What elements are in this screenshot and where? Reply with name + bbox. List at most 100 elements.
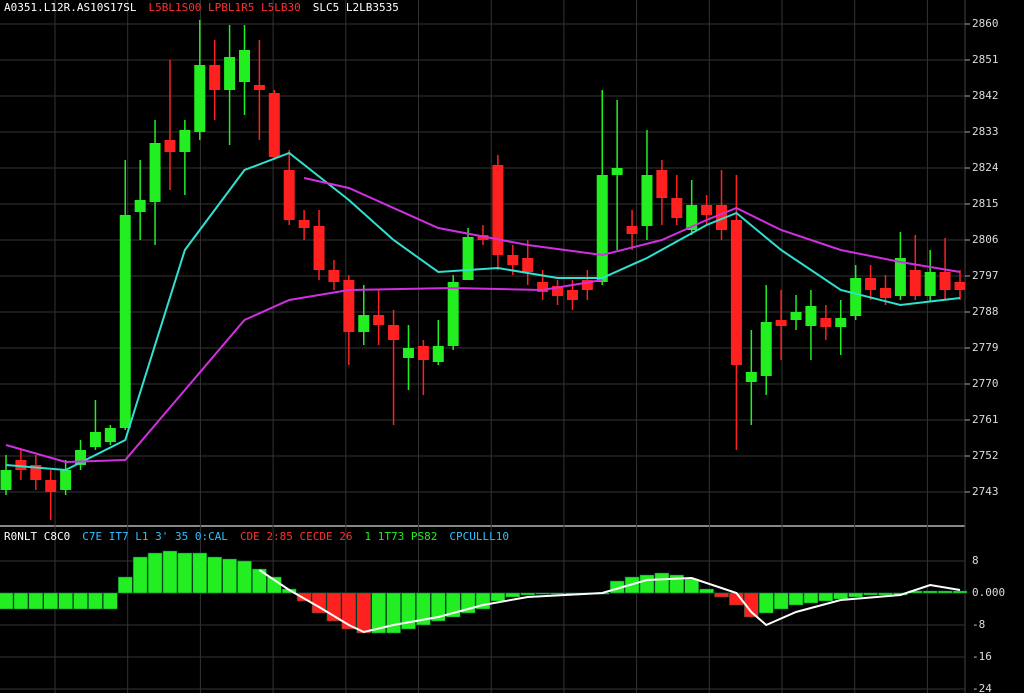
candle-body xyxy=(89,432,101,447)
histogram-bar xyxy=(401,592,416,630)
candle-body xyxy=(671,198,683,218)
header-text: C7E IT7 L1 3' 35 0:CAL xyxy=(82,530,228,543)
moving-average xyxy=(5,151,961,472)
histogram-bar xyxy=(207,556,222,594)
y-tick-label: 0.000 xyxy=(972,586,1005,599)
candle-body xyxy=(194,65,206,132)
candle-body xyxy=(75,450,87,465)
y-tick-label: -16 xyxy=(972,650,992,663)
candle-body xyxy=(537,282,549,292)
histogram-bar xyxy=(818,592,834,602)
candle-body xyxy=(730,220,742,365)
candle-body xyxy=(865,278,877,290)
y-tick-label: 2851 xyxy=(972,53,999,66)
candle-body xyxy=(134,200,146,212)
candle-body xyxy=(552,286,564,296)
candle-body xyxy=(283,170,295,220)
candle-body xyxy=(924,272,936,296)
y-tick-label: 8 xyxy=(972,554,979,567)
candle-body xyxy=(790,312,802,320)
histogram-bar xyxy=(118,576,133,594)
histogram-bar xyxy=(13,592,29,610)
histogram-bar xyxy=(88,592,103,610)
y-tick-label: 2770 xyxy=(972,377,999,390)
candle-body xyxy=(15,460,27,470)
candle-body xyxy=(492,165,504,255)
histogram-bar xyxy=(758,592,774,614)
candle-body xyxy=(119,215,131,428)
histogram-bar xyxy=(43,592,58,610)
histogram-bar xyxy=(520,592,535,596)
candle-body xyxy=(373,315,385,325)
histogram-bar xyxy=(356,592,371,634)
candle-body xyxy=(701,205,713,215)
candle-body xyxy=(388,325,400,340)
y-tick-label: 2806 xyxy=(972,233,999,246)
histogram-bar xyxy=(535,592,550,595)
candle-body xyxy=(164,140,176,152)
candle-body xyxy=(298,220,310,228)
candle-body xyxy=(209,65,221,90)
candle-body xyxy=(417,346,429,360)
candle-body xyxy=(522,258,534,272)
candle-body xyxy=(835,318,847,327)
y-tick-label: 2815 xyxy=(972,197,999,210)
candle-body xyxy=(343,280,355,332)
candle-body xyxy=(239,50,250,82)
y-tick-label: 2824 xyxy=(972,161,999,174)
y-tick-label: 2788 xyxy=(972,305,999,318)
histogram-bar xyxy=(132,556,148,594)
candle-body xyxy=(596,175,608,282)
header-text: R0NLT C8C0 xyxy=(4,530,70,543)
candle-body xyxy=(909,270,921,296)
histogram-bar xyxy=(952,590,968,594)
candle-body xyxy=(760,322,772,376)
histogram-bar xyxy=(922,590,938,594)
y-tick-label: 2842 xyxy=(972,89,999,102)
histogram-bar xyxy=(639,574,655,594)
histogram-bar xyxy=(490,592,506,602)
candle-body xyxy=(402,348,414,358)
histogram-bar xyxy=(505,592,521,598)
histogram-bar xyxy=(371,592,386,634)
histogram-bar xyxy=(237,560,252,594)
histogram-bar xyxy=(73,592,88,610)
header-text: L5BL1S00 LPBL1R5 L5LB30 xyxy=(148,1,300,14)
candle-body xyxy=(626,226,638,234)
histogram-bar xyxy=(878,592,893,596)
header-text: CDE 2:85 CECDE 26 xyxy=(240,530,353,543)
candle-body xyxy=(149,143,161,202)
histogram-bar xyxy=(103,592,118,610)
y-tick-label: 2833 xyxy=(972,125,999,138)
candle-body xyxy=(641,175,653,226)
histogram-bar xyxy=(848,592,863,598)
histogram-bar xyxy=(192,552,208,594)
histogram-bar xyxy=(386,592,401,634)
y-tick-label: 2860 xyxy=(972,17,999,30)
y-tick-label: 2797 xyxy=(972,269,999,282)
moving-average xyxy=(303,177,961,273)
histogram-bar xyxy=(937,590,953,594)
candle-body xyxy=(60,470,72,490)
histogram-bar xyxy=(863,592,878,596)
candle-body xyxy=(507,255,519,265)
candle-body xyxy=(656,170,668,198)
histogram-bar xyxy=(684,578,699,594)
candle-body xyxy=(805,306,817,326)
histogram-bar xyxy=(0,592,14,610)
candle-body xyxy=(879,288,891,298)
histogram-bar xyxy=(445,592,461,618)
candle-body xyxy=(745,372,757,382)
histogram-bar xyxy=(252,568,267,594)
candle-body xyxy=(313,226,325,270)
histogram-bar xyxy=(222,558,237,594)
candle-body xyxy=(45,480,57,492)
histogram-bar xyxy=(416,592,431,626)
histogram-bar xyxy=(431,592,446,622)
y-tick-label: -24 xyxy=(972,682,992,693)
candle-body xyxy=(462,237,474,280)
histogram-bar xyxy=(162,550,178,594)
histogram-bar xyxy=(28,592,44,610)
histogram-bar xyxy=(714,592,729,598)
